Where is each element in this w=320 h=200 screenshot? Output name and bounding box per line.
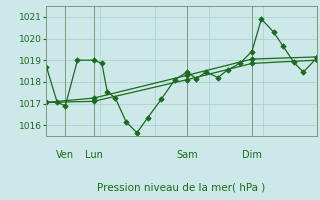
Text: Ven: Ven <box>56 150 74 160</box>
Text: Dim: Dim <box>242 150 262 160</box>
Text: Sam: Sam <box>176 150 198 160</box>
Text: Pression niveau de la mer( hPa ): Pression niveau de la mer( hPa ) <box>98 182 266 192</box>
Text: Lun: Lun <box>85 150 103 160</box>
